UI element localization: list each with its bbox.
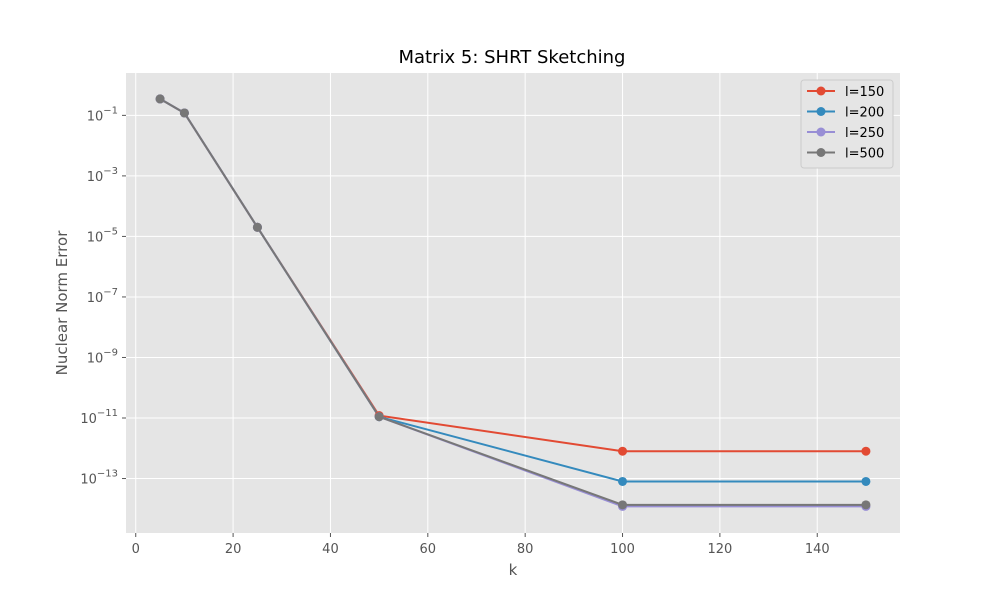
- legend: l=150 l=200 l=250 l=500: [800, 79, 894, 169]
- legend-label: l=250: [845, 126, 884, 141]
- y-axis-label: Nuclear Norm Error: [53, 230, 71, 376]
- data-point-l=500: [618, 500, 628, 510]
- y-tick-label: 10−11: [80, 408, 118, 427]
- data-point-l=500: [179, 108, 189, 118]
- plot-area: [126, 73, 900, 533]
- x-tick-label: 120: [707, 542, 732, 557]
- x-axis-label: k: [509, 561, 518, 579]
- y-tick-label: 10−5: [87, 226, 118, 245]
- legend-label: l=200: [845, 106, 884, 121]
- legend-label: l=150: [845, 85, 884, 100]
- chart-title: Matrix 5: SHRT Sketching: [399, 47, 626, 68]
- legend-marker: [816, 148, 826, 157]
- x-tick-label: 20: [225, 542, 242, 557]
- legend-marker: [816, 127, 826, 137]
- legend-box: [800, 79, 894, 169]
- legend-marker: [816, 86, 826, 96]
- y-tick-label: 10−7: [87, 287, 118, 306]
- y-tick-label: 10−3: [87, 166, 118, 185]
- x-tick-label: 100: [610, 542, 635, 557]
- data-point-l=200: [618, 476, 628, 486]
- x-tick-label: 80: [517, 542, 534, 557]
- data-point-l=200: [861, 476, 871, 486]
- x-tick-label: 0: [132, 542, 140, 557]
- legend-label: l=500: [845, 147, 884, 162]
- x-axis-ticks: 0 20 40 60 80 100 120 140: [132, 533, 830, 557]
- data-point-l=150: [618, 446, 628, 456]
- x-tick-label: 40: [322, 542, 339, 557]
- y-axis-ticks: 10−1 10−3 10−5 10−7 10−9 10−11 10−13: [80, 105, 126, 488]
- y-tick-label: 10−1: [87, 105, 118, 124]
- data-point-l=500: [155, 94, 165, 104]
- series-layer: [155, 94, 871, 511]
- data-point-l=500: [252, 222, 262, 232]
- grid: [126, 73, 900, 533]
- data-point-l=500: [861, 500, 871, 510]
- data-point-l=150: [861, 446, 871, 456]
- y-tick-label: 10−13: [80, 469, 118, 488]
- y-tick-label: 10−9: [87, 347, 118, 366]
- x-tick-label: 60: [420, 542, 437, 557]
- x-tick-label: 140: [805, 542, 830, 557]
- series-line-l=500: [159, 98, 866, 506]
- data-point-l=500: [374, 412, 384, 422]
- legend-marker: [816, 107, 826, 116]
